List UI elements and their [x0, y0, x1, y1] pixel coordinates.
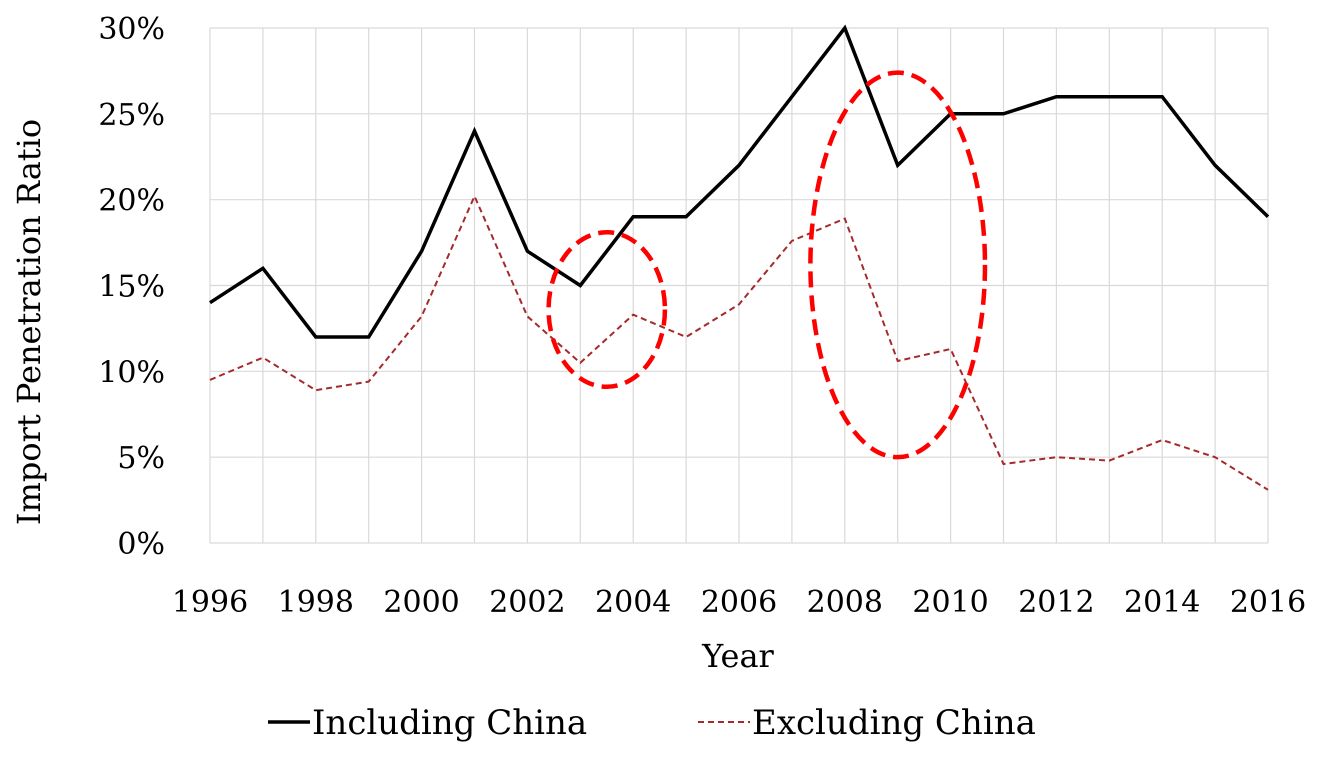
x-tick-label: 2010 [912, 585, 988, 620]
x-tick-label: 2006 [701, 585, 777, 620]
legend-label-excluding-china: Excluding China [752, 703, 1036, 743]
legend: Including China Excluding China [268, 703, 1036, 743]
x-tick-label: 2012 [1018, 585, 1094, 620]
y-tick-label: 10% [98, 355, 165, 390]
y-tick-label: 15% [98, 270, 165, 305]
x-tick-label: 1996 [172, 585, 248, 620]
series-line-excluding-china [209, 193, 1269, 491]
x-axis-ticks: 1996 1998 2000 2002 2004 2006 2008 2010 2012 2014… [172, 585, 1306, 620]
y-tick-label: 20% [98, 184, 165, 219]
grid-lines [209, 27, 1269, 544]
series-lines [209, 24, 1270, 491]
y-tick-label: 0% [117, 527, 165, 562]
y-tick-label: 30% [98, 12, 165, 47]
x-tick-label: 2008 [807, 585, 883, 620]
y-tick-label: 5% [117, 441, 165, 476]
x-tick-label: 2004 [595, 585, 671, 620]
x-tick-label: 2002 [489, 585, 565, 620]
annotation-ellipses [546, 70, 988, 460]
y-axis-title: Import Penetration Ratio [10, 119, 48, 525]
y-tick-label: 25% [98, 98, 165, 133]
y-axis-ticks: 0% 5% 10% 15% 20% 25% 30% [98, 12, 165, 562]
x-tick-label: 2000 [383, 585, 459, 620]
series-line-including-china [209, 24, 1270, 339]
x-tick-label: 1998 [278, 585, 354, 620]
annotation-ellipse-1 [546, 230, 668, 390]
legend-label-including-china: Including China [312, 703, 587, 743]
x-tick-label: 2016 [1230, 585, 1306, 620]
x-tick-label: 2014 [1124, 585, 1200, 620]
x-axis-title: Year [701, 637, 774, 675]
annotation-ellipse-2 [808, 70, 988, 460]
